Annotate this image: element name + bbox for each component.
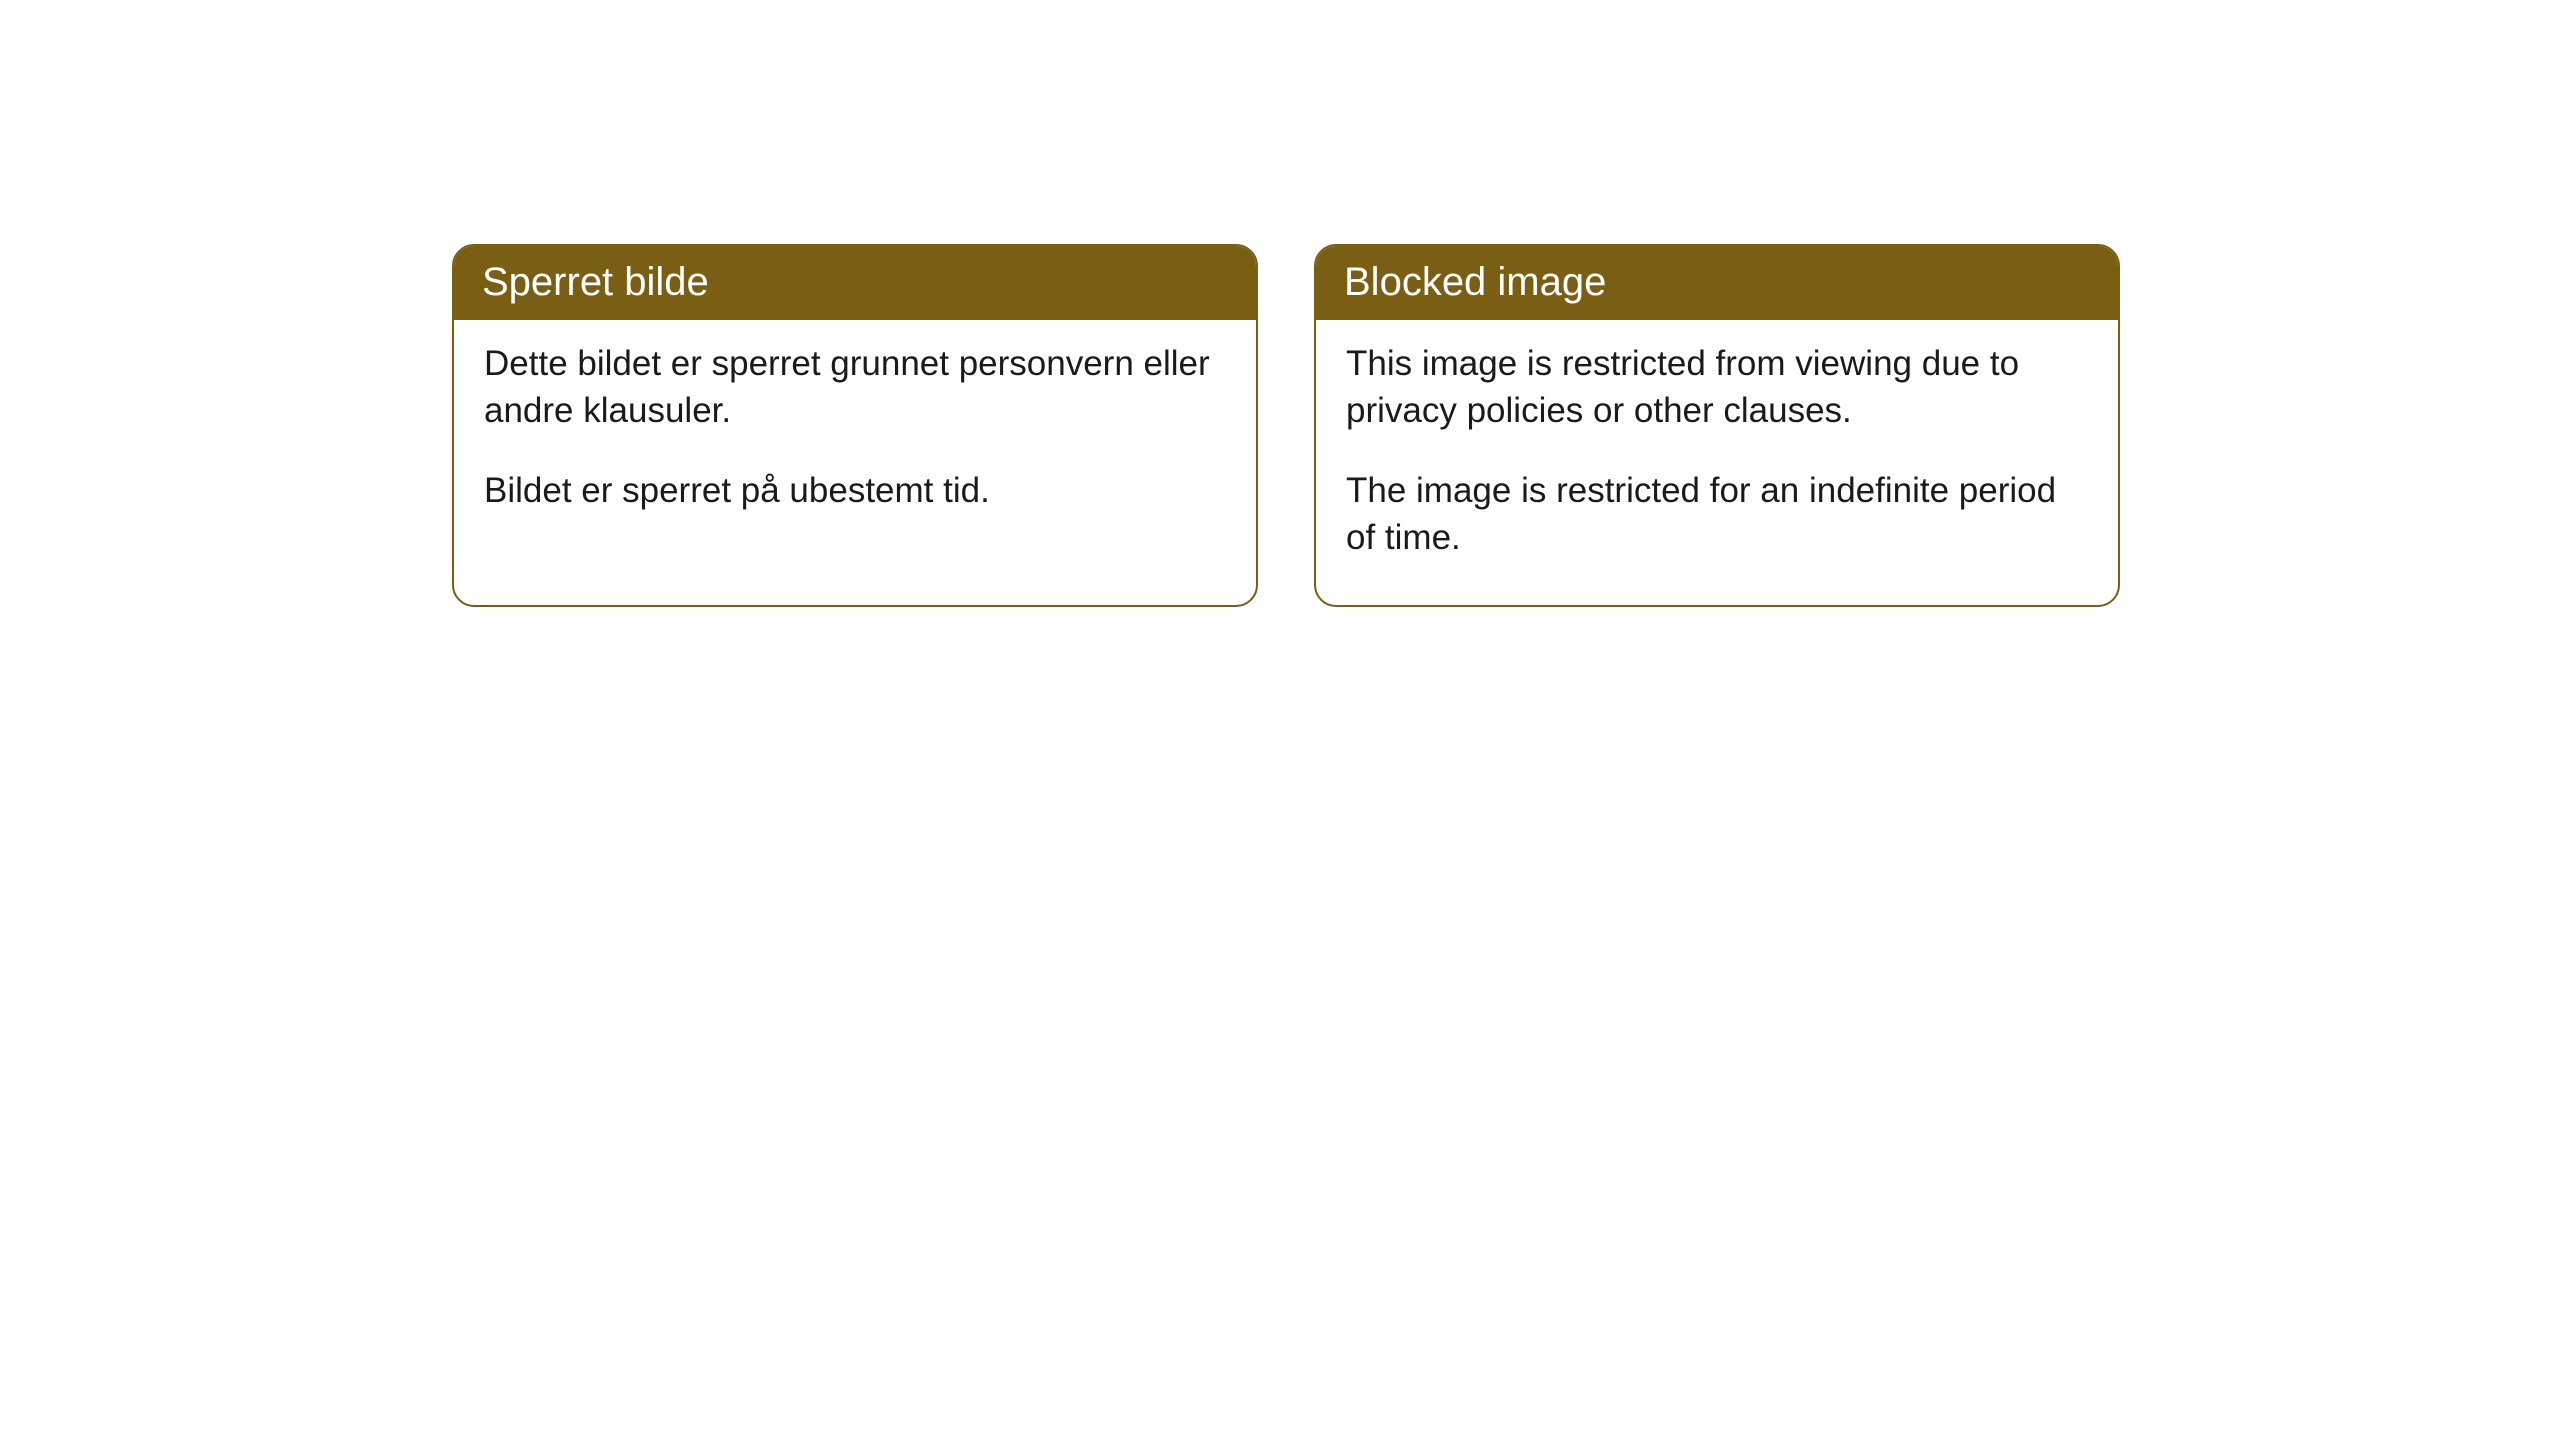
notice-cards-container: Sperret bilde Dette bildet er sperret gr…: [452, 244, 2120, 607]
notice-card-norwegian: Sperret bilde Dette bildet er sperret gr…: [452, 244, 1258, 607]
card-paragraph: Dette bildet er sperret grunnet personve…: [484, 340, 1226, 435]
card-header: Sperret bilde: [454, 246, 1256, 320]
card-body: This image is restricted from viewing du…: [1316, 320, 2118, 605]
card-paragraph: This image is restricted from viewing du…: [1346, 340, 2088, 435]
card-paragraph: Bildet er sperret på ubestemt tid.: [484, 467, 1226, 514]
card-header: Blocked image: [1316, 246, 2118, 320]
card-paragraph: The image is restricted for an indefinit…: [1346, 467, 2088, 562]
notice-card-english: Blocked image This image is restricted f…: [1314, 244, 2120, 607]
card-body: Dette bildet er sperret grunnet personve…: [454, 320, 1256, 558]
